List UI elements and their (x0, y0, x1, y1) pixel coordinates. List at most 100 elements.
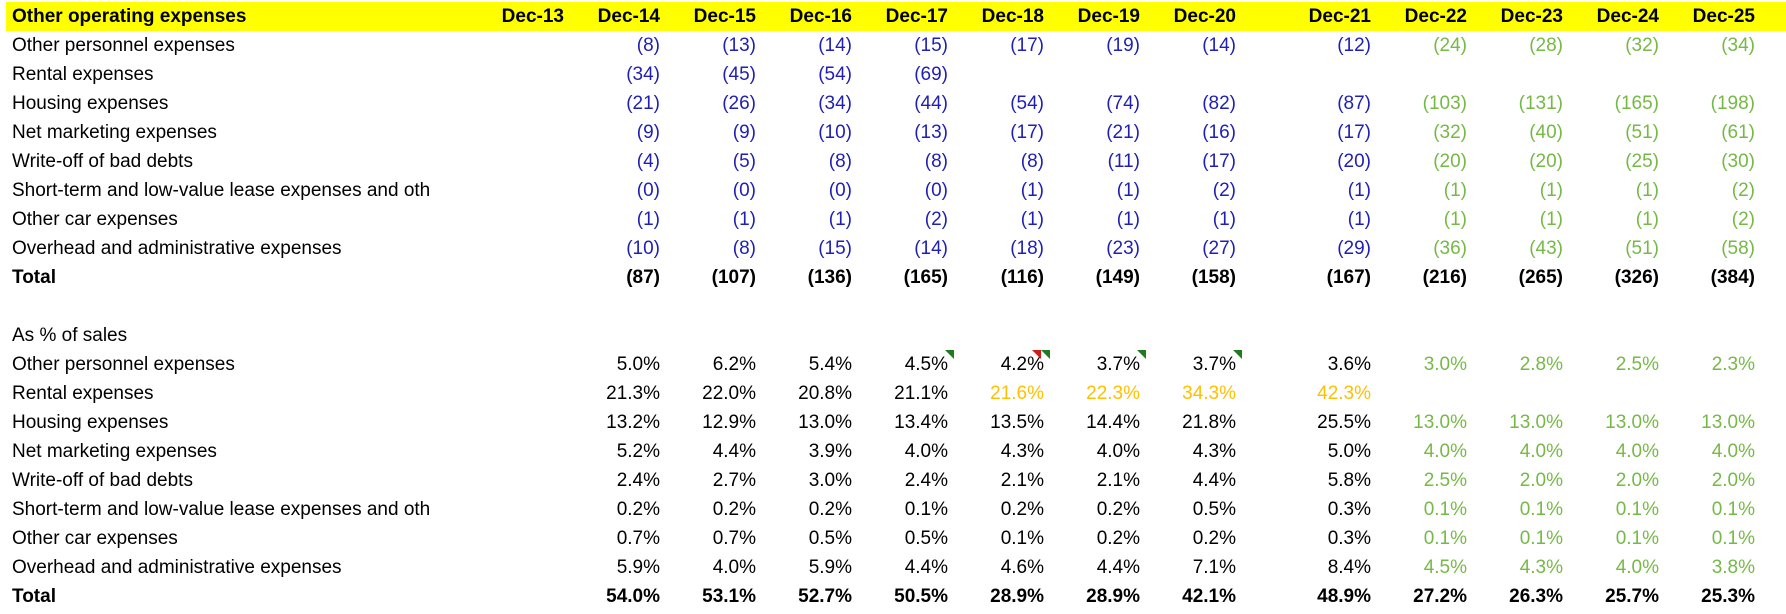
value-cell[interactable]: 26.3% (1509, 586, 1563, 607)
value-cell[interactable]: (14) (1202, 35, 1236, 56)
value-cell[interactable]: 4.0% (904, 441, 948, 462)
value-cell[interactable]: (27) (1202, 238, 1236, 259)
value-cell[interactable]: 13.0% (1761, 408, 1786, 437)
value-cell[interactable]: (2) (1731, 209, 1755, 230)
value-cell[interactable]: 14.4% (1086, 412, 1140, 433)
value-cell[interactable]: (8) (828, 151, 852, 172)
value-cell[interactable]: (2) (1761, 176, 1786, 205)
value-cell[interactable]: 3.7% (1146, 350, 1242, 379)
row-label[interactable]: Overhead and administrative expenses (12, 238, 342, 259)
value-cell[interactable]: (61) (1721, 122, 1755, 143)
value-cell[interactable]: (230) (1761, 89, 1786, 118)
value-cell[interactable]: 13.0% (1605, 412, 1659, 433)
value-cell[interactable]: 0.1% (1423, 499, 1467, 520)
value-cell[interactable]: 0.1% (1711, 528, 1755, 549)
value-cell[interactable]: 2.3% (1711, 354, 1755, 375)
value-cell[interactable]: 4.4% (904, 557, 948, 578)
value-cell[interactable]: (384) (1710, 267, 1755, 288)
value-cell[interactable]: 0.5% (808, 528, 852, 549)
value-cell[interactable]: 2.0% (1615, 470, 1659, 491)
value-cell[interactable]: (51) (1625, 122, 1659, 143)
value-cell[interactable] (1473, 60, 1569, 89)
row-label[interactable]: Other car expenses (12, 528, 178, 549)
value-cell[interactable]: (87) (626, 267, 660, 288)
value-cell[interactable]: (67) (1761, 234, 1786, 263)
value-cell[interactable]: (40) (1761, 31, 1786, 60)
value-cell[interactable]: (1) (1347, 180, 1371, 201)
row-label[interactable]: Write-off of bad debts (12, 470, 193, 491)
value-cell[interactable]: (0) (924, 180, 948, 201)
value-cell[interactable]: (12) (1337, 35, 1371, 56)
value-cell[interactable]: (2) (1731, 180, 1755, 201)
value-cell[interactable]: 34.3% (1182, 383, 1236, 404)
value-cell[interactable] (464, 553, 570, 582)
value-cell[interactable]: 25.5% (1317, 412, 1371, 433)
year-header[interactable]: Dec-22 (1377, 2, 1473, 31)
value-cell[interactable]: 2.3% (1761, 350, 1786, 379)
value-cell[interactable]: 0.7% (616, 528, 660, 549)
value-cell[interactable]: (13) (722, 35, 756, 56)
value-cell[interactable]: 4.0% (1615, 441, 1659, 462)
value-cell[interactable]: (35) (1761, 147, 1786, 176)
value-cell[interactable]: 28.9% (1086, 586, 1140, 607)
year-header[interactable]: Dec-20 (1146, 2, 1242, 31)
value-cell[interactable]: 4.6% (1000, 557, 1044, 578)
value-cell[interactable] (1050, 60, 1146, 89)
value-cell[interactable]: 0.1% (1615, 499, 1659, 520)
value-cell[interactable]: (4) (636, 151, 660, 172)
value-cell[interactable]: 0.1% (1423, 528, 1467, 549)
value-cell[interactable]: (20) (1529, 151, 1563, 172)
row-label[interactable]: Housing expenses (12, 93, 169, 114)
value-cell[interactable]: 42.1% (1182, 586, 1236, 607)
value-cell[interactable]: 50.5% (894, 586, 948, 607)
value-cell[interactable]: (116) (1000, 267, 1044, 288)
pct-section-title[interactable]: As % of sales (12, 325, 128, 346)
value-cell[interactable]: 0.2% (808, 499, 852, 520)
row-label[interactable]: Total (12, 586, 56, 607)
value-cell[interactable]: 2.1% (1000, 470, 1044, 491)
value-cell[interactable] (464, 466, 570, 495)
row-label[interactable]: Other car expenses (12, 209, 178, 230)
value-cell[interactable]: (1) (732, 209, 756, 230)
value-cell[interactable] (464, 437, 570, 466)
value-cell[interactable]: 0.1% (1711, 499, 1755, 520)
value-cell[interactable]: (107) (711, 267, 756, 288)
value-cell[interactable]: (21) (626, 93, 660, 114)
value-cell[interactable]: 0.1% (1519, 528, 1563, 549)
value-cell[interactable] (464, 582, 570, 611)
value-cell[interactable] (464, 147, 570, 176)
value-cell[interactable]: (1) (1443, 180, 1467, 201)
value-cell[interactable]: (1) (1539, 209, 1563, 230)
value-cell[interactable]: 0.1% (1615, 528, 1659, 549)
value-cell[interactable]: 5.0% (616, 354, 660, 375)
value-cell[interactable]: (1) (1539, 180, 1563, 201)
value-cell[interactable]: (34) (626, 64, 660, 85)
value-cell[interactable]: (5) (732, 151, 756, 172)
row-label[interactable]: Net marketing expenses (12, 441, 217, 462)
year-header[interactable]: Dec-16 (762, 2, 858, 31)
value-cell[interactable]: 21.1% (894, 383, 948, 404)
row-label[interactable]: Housing expenses (12, 412, 169, 433)
value-cell[interactable]: 2.4% (616, 470, 660, 491)
value-cell[interactable]: (18) (1010, 238, 1044, 259)
value-cell[interactable]: 13.0% (798, 412, 852, 433)
row-label[interactable]: Overhead and administrative expenses (12, 557, 342, 578)
value-cell[interactable]: 5.4% (808, 354, 852, 375)
value-cell[interactable] (1569, 379, 1665, 408)
value-cell[interactable]: (30) (1721, 151, 1755, 172)
value-cell[interactable]: (265) (1518, 267, 1563, 288)
value-cell[interactable] (464, 495, 570, 524)
value-cell[interactable]: 4.4% (712, 441, 756, 462)
row-label[interactable]: Other personnel expenses (12, 35, 235, 56)
value-cell[interactable]: (21) (1106, 122, 1140, 143)
value-cell[interactable]: 0.2% (1000, 499, 1044, 520)
value-cell[interactable]: 13.2% (606, 412, 660, 433)
value-cell[interactable]: 0.2% (1096, 528, 1140, 549)
value-cell[interactable]: 12.9% (702, 412, 756, 433)
value-cell[interactable]: (23) (1106, 238, 1140, 259)
value-cell[interactable] (464, 524, 570, 553)
value-cell[interactable]: 2.5% (1423, 470, 1467, 491)
value-cell[interactable]: 22.3% (1086, 383, 1140, 404)
row-label[interactable]: Other personnel expenses (12, 354, 235, 375)
value-cell[interactable]: (1) (1635, 180, 1659, 201)
